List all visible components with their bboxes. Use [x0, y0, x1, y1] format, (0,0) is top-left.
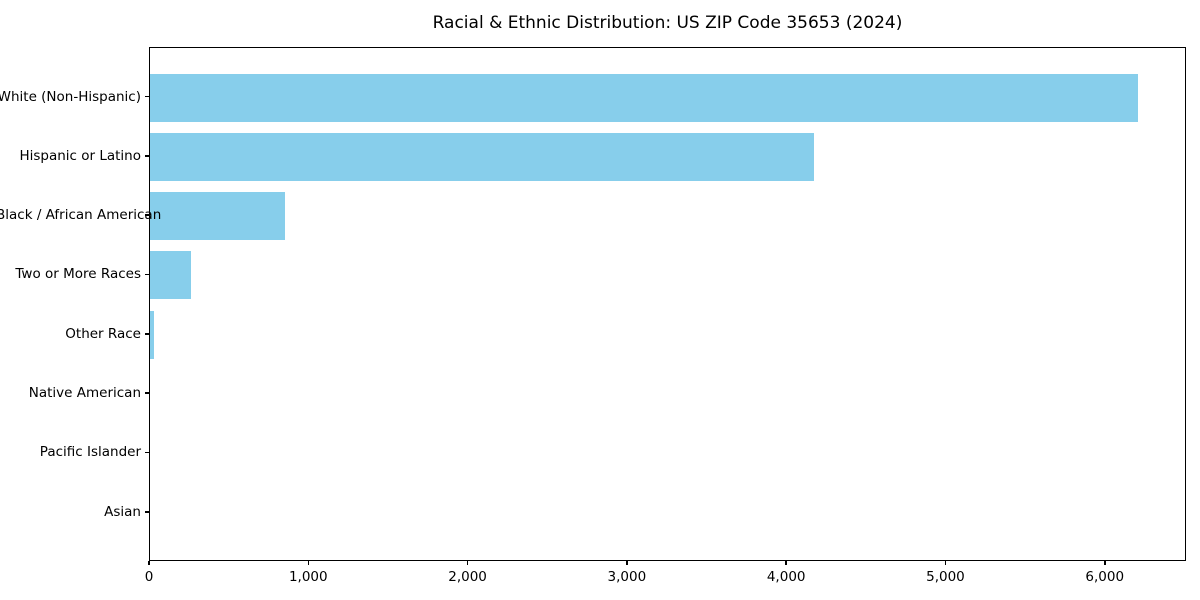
x-axis-tick-mark: [626, 561, 628, 565]
y-axis-label-white-non-hispanic: White (Non-Hispanic): [0, 88, 141, 105]
y-axis-label-native-american: Native American: [28, 385, 141, 402]
y-axis-label-black-african-american: Black / African American: [0, 207, 162, 224]
x-axis-tick-label: 4,000: [766, 569, 806, 585]
x-axis-tick-mark: [785, 561, 787, 565]
x-axis-tick-label: 1,000: [288, 569, 328, 585]
y-axis-tick-mark: [145, 451, 149, 454]
y-axis-tick-mark: [145, 511, 149, 513]
x-axis-tick-label: 3,000: [607, 569, 647, 585]
x-axis-tick-mark: [307, 561, 310, 565]
plot-area: [149, 47, 1186, 561]
x-axis-tick-label: 2,000: [448, 569, 487, 585]
x-axis-tick-mark: [466, 561, 469, 565]
y-axis-label-two-or-more-races: Two or More Races: [15, 266, 141, 283]
chart-title: Racial & Ethnic Distribution: US ZIP Cod…: [432, 13, 903, 33]
x-axis-tick-label: 0: [144, 569, 154, 585]
x-axis-tick-label: 6,000: [1085, 569, 1125, 585]
y-axis-tick-mark: [145, 155, 149, 157]
x-axis-tick-mark: [1104, 561, 1106, 565]
bar-black-african-american: [150, 192, 286, 241]
y-axis-tick-mark: [145, 392, 149, 394]
y-axis-tick-mark: [145, 333, 149, 335]
y-axis-tick-mark: [145, 95, 149, 98]
y-axis-label-asian: Asian: [104, 503, 141, 520]
bar-two-or-more-races: [150, 251, 192, 300]
y-axis-tick-mark: [145, 214, 149, 216]
y-axis-label-hispanic-or-latino: Hispanic or Latino: [19, 147, 141, 164]
bar-hispanic-or-latino: [150, 132, 815, 181]
y-axis-label-other-race: Other Race: [65, 325, 141, 342]
x-axis-tick-label: 5,000: [926, 569, 965, 585]
y-axis-label-pacific-islander: Pacific Islander: [39, 444, 141, 461]
x-axis-tick-mark: [148, 561, 150, 565]
bar-white-non-hispanic: [150, 73, 1138, 122]
y-axis-tick-mark: [145, 273, 149, 276]
bar-other-race: [150, 310, 154, 359]
x-axis-tick-mark: [944, 561, 947, 565]
